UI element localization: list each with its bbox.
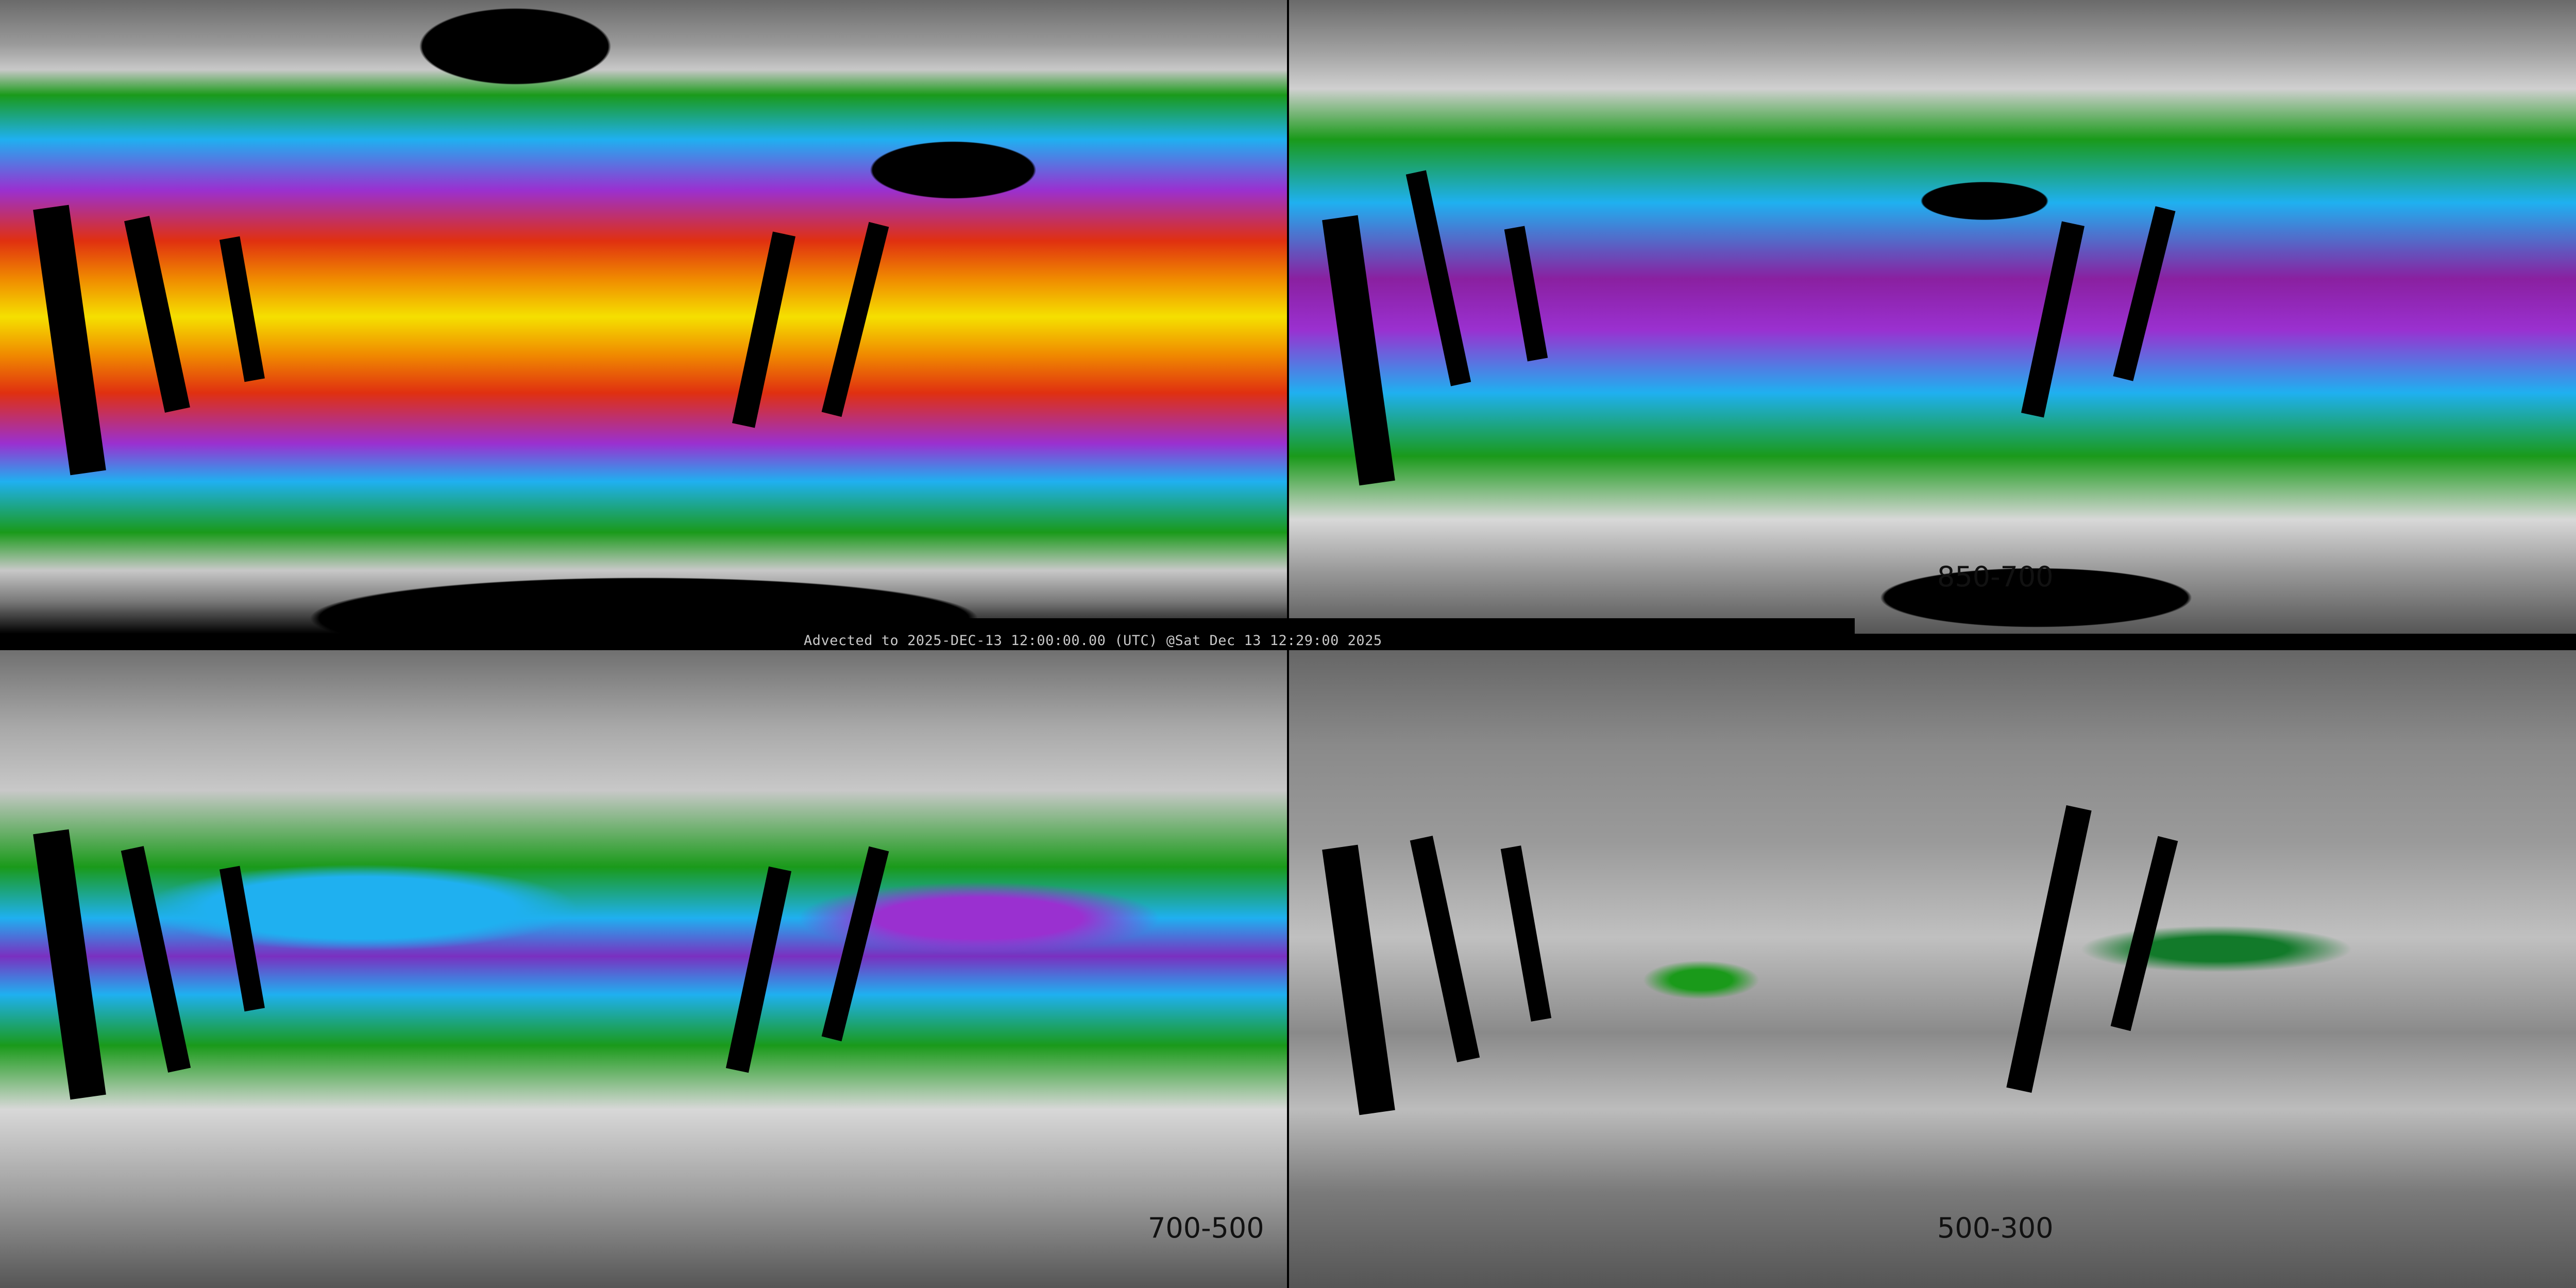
panel-label: 850-700: [1937, 561, 2054, 593]
data-gap-streak: [121, 846, 191, 1073]
data-gap-streak: [2113, 206, 2176, 381]
panel-label: 500-300: [1937, 1212, 2054, 1244]
data-gap-streak: [33, 205, 106, 476]
data-gap-streak: [1500, 845, 1552, 1022]
data-gap-streak: [1504, 226, 1548, 362]
moisture-map-panel-850-700: 850-700: [1289, 0, 2576, 634]
data-gap-streak: [219, 866, 265, 1012]
panel-label: 700-500: [1148, 1212, 1264, 1244]
data-gap-streak: [1405, 170, 1471, 386]
data-gap-streak: [2021, 221, 2085, 418]
advection-timestamp: Advected to 2025-DEC-13 12:00:00.00 (UTC…: [804, 633, 1382, 649]
data-gap-streak: [1322, 844, 1395, 1115]
data-gap-streak: [1322, 215, 1395, 486]
data-gap-streak: [821, 222, 889, 417]
data-gap-streak: [732, 231, 796, 428]
data-gap-streak: [821, 846, 889, 1042]
data-gap-streak: [219, 236, 265, 382]
data-gap-streak: [1410, 836, 1480, 1062]
data-gap-streak: [124, 215, 190, 413]
data-gap-streak: [2006, 805, 2092, 1093]
timestamp-band: [799, 618, 1855, 650]
data-gap-streak: [725, 866, 792, 1073]
data-gap-streak: [2110, 836, 2178, 1031]
data-gap-streak: [33, 829, 106, 1100]
moisture-map-panel-700-500: 700-500: [0, 650, 1287, 1288]
moisture-map-panel-top-left: [0, 0, 1287, 634]
moisture-map-panel-500-300: 500-300: [1289, 650, 2576, 1288]
